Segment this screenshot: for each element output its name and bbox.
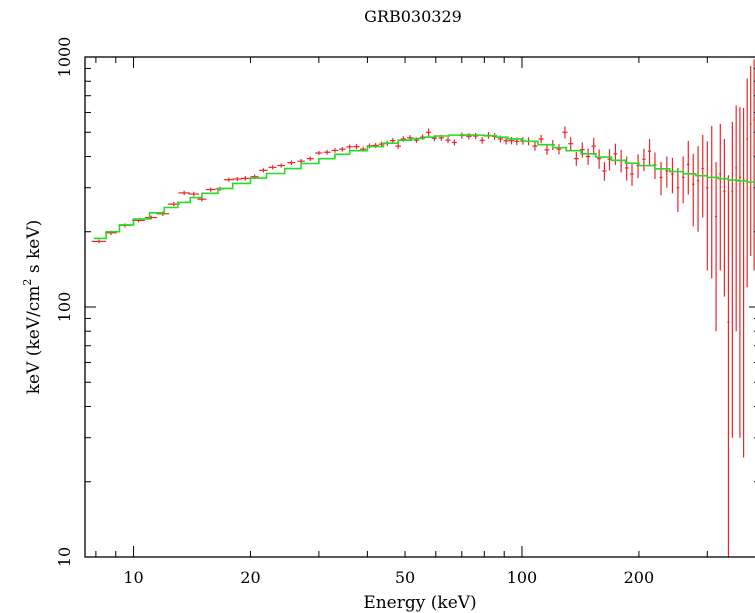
y-tick-label-0: 10 bbox=[55, 547, 74, 567]
data-point-89 bbox=[715, 162, 718, 332]
data-point-4 bbox=[144, 215, 158, 220]
chart-title: GRB030329 bbox=[364, 7, 462, 26]
data-point-64 bbox=[579, 142, 585, 158]
plot-frame bbox=[84, 56, 755, 558]
data-point-72 bbox=[624, 156, 629, 181]
data-point-45 bbox=[466, 133, 472, 140]
y-axis-label-main: keV (keV/cm bbox=[24, 286, 44, 395]
data-point-90 bbox=[719, 123, 722, 271]
data-point-75 bbox=[642, 148, 646, 171]
data-point-78 bbox=[659, 162, 663, 196]
y-tick-label-2: 1000 bbox=[55, 37, 74, 78]
data-point-17 bbox=[268, 165, 277, 170]
y-axis-label-tail: s keV) bbox=[24, 220, 44, 279]
y-tick-label-1: 100 bbox=[55, 292, 74, 323]
model-curve bbox=[93, 134, 755, 240]
data-point-24 bbox=[331, 148, 339, 153]
data-point-14 bbox=[240, 176, 250, 181]
data-point-63 bbox=[573, 151, 579, 166]
data-point-82 bbox=[681, 156, 685, 204]
data-point-52 bbox=[508, 136, 515, 145]
data-point-10 bbox=[205, 187, 216, 192]
data-point-26 bbox=[346, 144, 353, 150]
x-tick-label-1: 20 bbox=[240, 568, 260, 587]
data-point-76 bbox=[647, 138, 652, 165]
data-point-80 bbox=[671, 157, 674, 194]
data-point-94 bbox=[735, 105, 738, 332]
data-point-22 bbox=[315, 150, 323, 156]
data-point-25 bbox=[339, 146, 346, 152]
data-point-79 bbox=[665, 156, 669, 188]
data-point-0 bbox=[91, 239, 107, 244]
data-point-70 bbox=[613, 143, 618, 165]
data-point-66 bbox=[591, 137, 596, 156]
data-point-40 bbox=[431, 135, 437, 142]
x-axis-label: Energy (keV) bbox=[363, 593, 476, 613]
data-point-8 bbox=[188, 191, 200, 197]
x-tick-label-2: 50 bbox=[395, 568, 415, 587]
data-point-71 bbox=[619, 149, 623, 173]
data-point-46 bbox=[472, 132, 479, 140]
data-point-73 bbox=[630, 163, 634, 186]
data-point-93 bbox=[731, 121, 734, 438]
data-point-61 bbox=[562, 126, 568, 139]
axis-ticks-layer: 10 20 50 100 200 10 100 1000 bbox=[55, 37, 755, 587]
data-point-13 bbox=[232, 177, 242, 182]
data-point-58 bbox=[544, 145, 550, 155]
data-point-34 bbox=[395, 143, 401, 149]
data-point-68 bbox=[602, 162, 607, 181]
data-point-16 bbox=[259, 168, 268, 173]
data-point-35 bbox=[400, 136, 407, 142]
x-tick-label-4: 200 bbox=[624, 568, 655, 587]
data-point-65 bbox=[585, 148, 591, 165]
data-point-7 bbox=[178, 190, 190, 196]
data-point-56 bbox=[532, 141, 538, 151]
data-point-91 bbox=[723, 138, 726, 297]
data-point-18 bbox=[277, 163, 286, 168]
data-point-84 bbox=[692, 153, 695, 227]
y-axis-label-superscript: 2 bbox=[21, 279, 34, 286]
data-point-95 bbox=[739, 107, 741, 438]
data-point-27 bbox=[353, 144, 360, 150]
data-point-92 bbox=[727, 175, 730, 557]
data-point-23 bbox=[323, 149, 331, 155]
data-point-39 bbox=[425, 128, 432, 137]
data-point-81 bbox=[676, 167, 680, 212]
data-point-87 bbox=[706, 141, 709, 271]
data-point-42 bbox=[445, 137, 451, 144]
data-point-33 bbox=[389, 138, 396, 144]
data-point-88 bbox=[710, 125, 713, 279]
data-point-98 bbox=[749, 66, 752, 256]
data-point-19 bbox=[287, 160, 296, 165]
data-point-83 bbox=[687, 140, 690, 195]
data-point-96 bbox=[742, 108, 745, 458]
x-tick-label-3: 100 bbox=[507, 568, 538, 587]
data-point-51 bbox=[503, 137, 509, 145]
data-point-21 bbox=[306, 156, 314, 161]
data-point-62 bbox=[568, 137, 574, 151]
data-point-43 bbox=[451, 139, 457, 146]
model-curve-layer bbox=[93, 134, 755, 240]
y-axis-label: keV (keV/cm2 s keV) bbox=[21, 220, 44, 395]
data-point-67 bbox=[596, 149, 602, 169]
data-point-47 bbox=[479, 137, 485, 144]
data-point-60 bbox=[556, 144, 562, 155]
data-point-57 bbox=[538, 134, 544, 144]
data-point-12 bbox=[224, 177, 234, 182]
data-points-layer bbox=[91, 59, 755, 557]
data-point-85 bbox=[696, 146, 700, 232]
x-tick-label-0: 10 bbox=[123, 568, 143, 587]
